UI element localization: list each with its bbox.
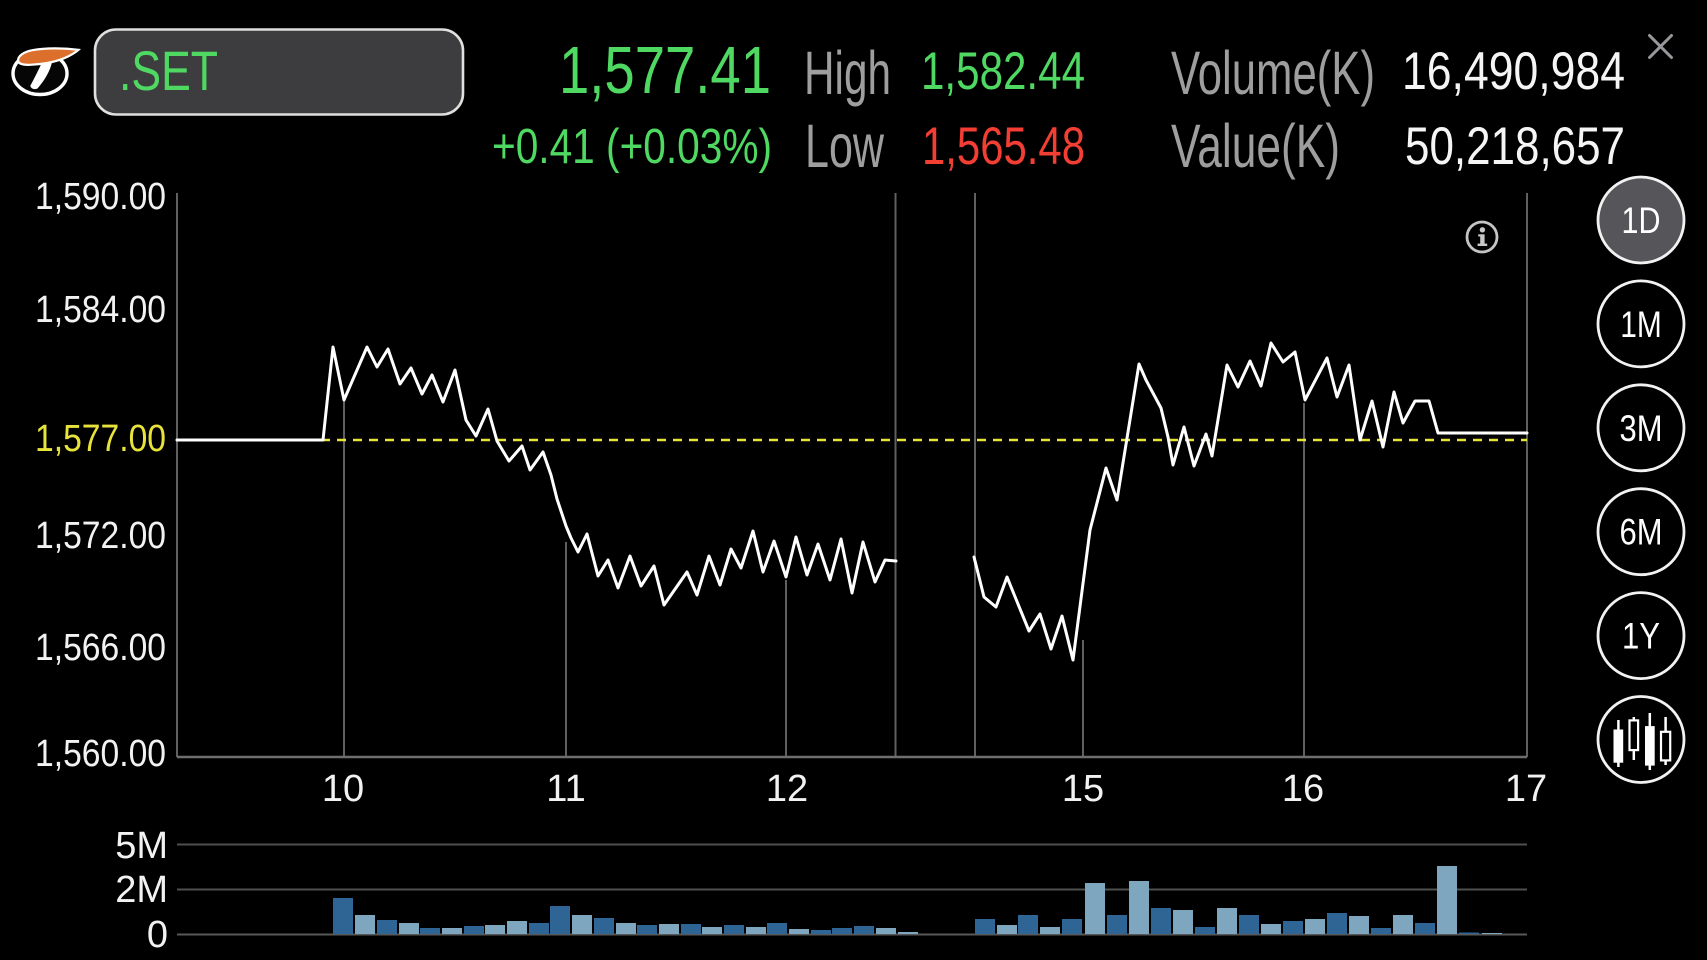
svg-text:1,582.44: 1,582.44 [921,42,1085,101]
svg-text:1,590.00: 1,590.00 [35,176,166,218]
svg-text:15: 15 [1062,768,1104,810]
svg-text:1M: 1M [1620,303,1662,345]
svg-text:17: 17 [1505,768,1547,810]
svg-text:1,572.00: 1,572.00 [35,515,166,557]
svg-text:5M: 5M [115,825,168,867]
svg-text:1,577.41: 1,577.41 [559,33,771,108]
svg-text:2M: 2M [115,869,168,911]
svg-text:11: 11 [546,768,585,810]
svg-text:6M: 6M [1620,511,1663,553]
svg-text:Low: Low [805,112,885,180]
svg-text:1,560.00: 1,560.00 [35,733,166,775]
svg-text:.SET: .SET [119,39,218,102]
svg-text:3M: 3M [1620,407,1663,449]
svg-text:1D: 1D [1622,199,1661,241]
svg-text:Volume(K): Volume(K) [1171,39,1375,107]
svg-text:16,490,984: 16,490,984 [1402,42,1625,101]
svg-text:1,577.00: 1,577.00 [35,418,166,460]
svg-text:Value(K): Value(K) [1171,112,1340,180]
svg-text:1Y: 1Y [1622,615,1660,657]
svg-text:1,566.00: 1,566.00 [35,627,166,669]
svg-text:50,218,657: 50,218,657 [1405,117,1625,176]
svg-text:+0.41 (+0.03%): +0.41 (+0.03%) [492,120,772,174]
svg-text:1,565.48: 1,565.48 [922,117,1085,176]
svg-text:1,584.00: 1,584.00 [35,289,166,331]
svg-text:10: 10 [322,768,364,810]
svg-text:High: High [804,39,891,107]
svg-text:12: 12 [766,768,808,810]
svg-text:0: 0 [147,914,168,956]
svg-text:16: 16 [1282,768,1324,810]
